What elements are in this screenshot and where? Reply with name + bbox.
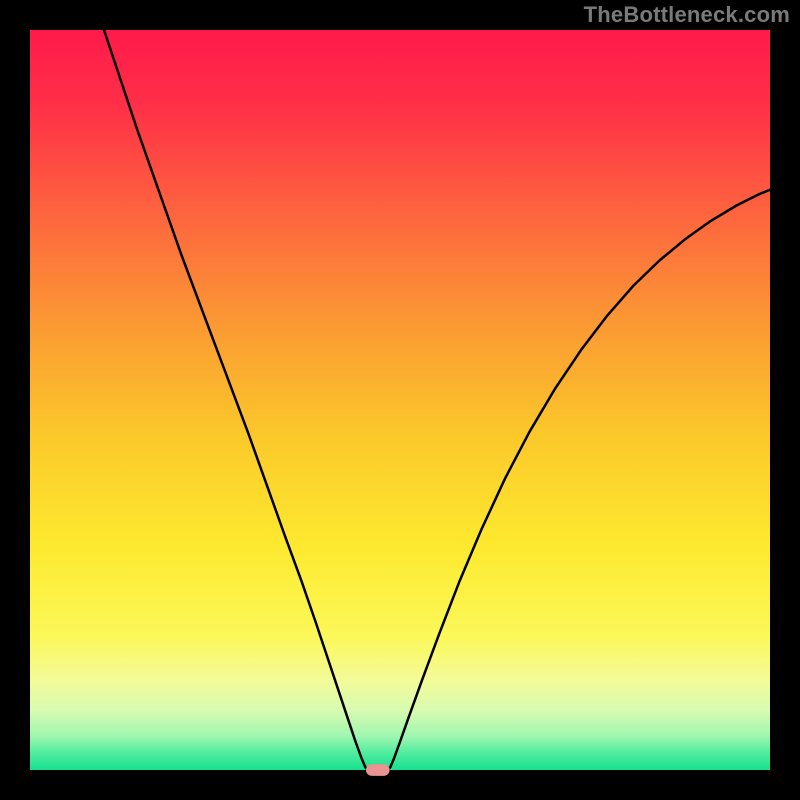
chart-frame: { "watermark": { "text": "TheBottleneck.… — [0, 0, 800, 800]
watermark-text: TheBottleneck.com — [584, 2, 790, 28]
bottleneck-chart — [0, 0, 800, 800]
optimum-marker — [366, 764, 390, 776]
